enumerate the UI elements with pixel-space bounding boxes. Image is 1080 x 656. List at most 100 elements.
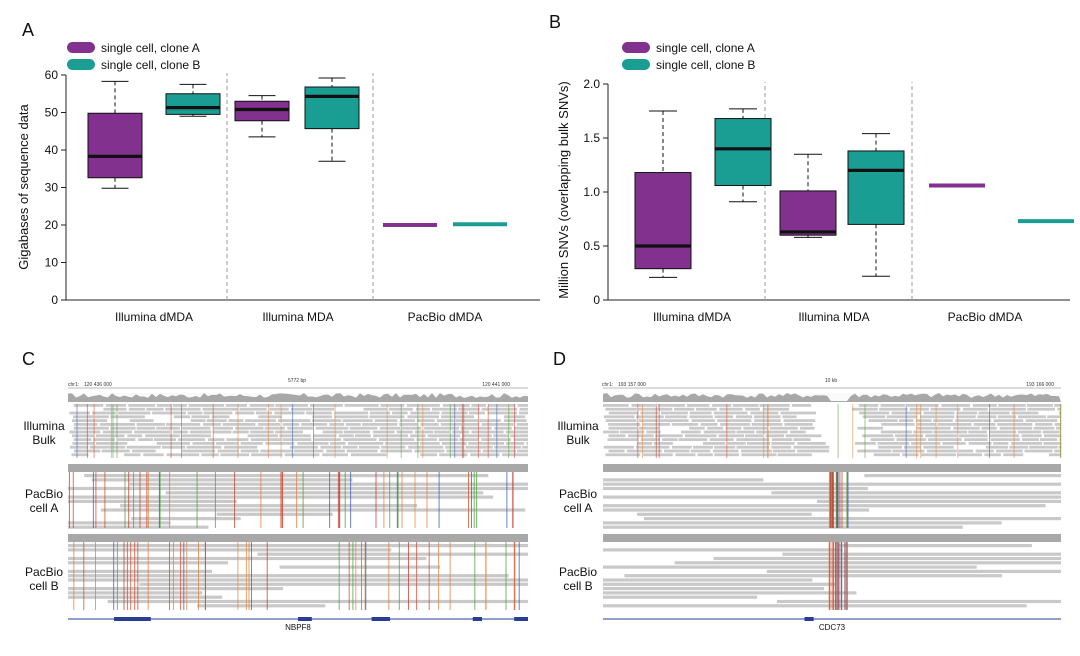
panel-d-illumina-read <box>1057 407 1061 411</box>
panel-d-pacbio-b-variant <box>837 542 839 610</box>
panel-c-illumina-read <box>434 430 450 434</box>
panel-d-illumina-read <box>720 423 751 426</box>
panel-c-pacbio-b-variant <box>245 542 247 610</box>
panel-c-illumina-read <box>94 415 109 419</box>
panel-c-pacbio-a-read <box>129 482 528 486</box>
panel-c-illumina-coverage <box>68 393 528 402</box>
panel-d-illumina-read <box>745 434 763 438</box>
panel-d-illumina-read <box>628 434 654 438</box>
panel-c-illumina-read <box>181 449 216 453</box>
panel-c-illumina-read <box>481 407 518 411</box>
panel-c-illumina-read <box>73 438 92 441</box>
panel-d-pacbio-a-read <box>864 474 1061 478</box>
panel-c-illumina-read <box>488 404 516 407</box>
panel-c-pacbio-b-read <box>68 556 427 561</box>
panel-d-illumina-read <box>608 411 639 415</box>
panel-c-illumina-read <box>310 404 343 407</box>
panel-d-illumina-read <box>916 423 936 426</box>
panel-c-pacbio-b-variant <box>147 542 149 610</box>
panel-d-illumina-read <box>790 430 806 434</box>
panel-c-illumina-read <box>73 404 104 407</box>
panel-c-illumina-read <box>73 423 98 426</box>
panel-c-pacbio-b-variant <box>365 542 367 610</box>
panel-c-illumina-read <box>138 438 153 441</box>
panel-c-illumina-read <box>239 407 267 411</box>
panel-c-illumina-read <box>290 445 318 449</box>
panel-c-illumina-read <box>225 404 247 407</box>
panel-d-illumina-read <box>653 442 673 445</box>
panel-c-illumina-read <box>172 404 187 407</box>
panel-c-pacbio-b-variant <box>398 542 400 610</box>
panel-c-pacbio-a-variant <box>375 472 377 528</box>
panel-d-illumina-read <box>907 404 939 407</box>
panel-c-pacbio-b-variant <box>251 542 252 610</box>
panel-d-pacbio-a-read <box>603 521 1002 525</box>
panel-c-pacbio-b-variant <box>83 542 85 610</box>
panel-c-pacbio-a-variant <box>260 472 262 528</box>
panel-c-illumina-read <box>301 423 328 426</box>
panel-d-illumina-read <box>957 453 982 457</box>
panel-c-pacbio-b-variant <box>514 542 516 610</box>
panel-c-pacbio-b-variant <box>438 542 440 610</box>
chart-a-ytick-label-5: 50 <box>45 106 59 120</box>
chart-b-ylabel: Million SNVs (overlapping bulk SNVs) <box>556 81 571 298</box>
panel-c-pacbio-b-variant <box>169 542 170 610</box>
panel-c-illumina-read <box>342 419 373 422</box>
chart-a-ytick-label-0: 0 <box>51 293 58 307</box>
panel-d-illumina-read <box>603 430 619 434</box>
panel-d-track-3-line1: PacBio <box>559 565 597 579</box>
panel-c-illumina-read <box>372 430 395 434</box>
panel-d-illumina-read <box>765 434 785 438</box>
panel-c-illumina-read <box>89 445 126 449</box>
panel-d-illumina-read <box>714 445 736 449</box>
panel-d-illumina-read <box>930 407 961 411</box>
panel-c-illumina-read <box>69 445 89 449</box>
panel-c-illumina-read <box>362 423 398 426</box>
panel-d-illumina-read <box>955 415 976 419</box>
panel-d-illumina-read <box>714 415 733 419</box>
chart-b-s1-c0-box <box>714 118 772 187</box>
panel-d-illumina-read <box>674 407 695 411</box>
panel-c-illumina-variant <box>86 404 88 458</box>
panel-c-illumina-read <box>487 411 518 415</box>
panel-c-pacbio-b-read <box>68 574 509 578</box>
chart-b-xtick-label-0: Illumina dMDA <box>653 310 731 324</box>
panel-d-illumina-read <box>862 434 894 438</box>
panel-d-illumina-read <box>681 430 701 434</box>
panel-d-illumina-read <box>696 407 717 411</box>
panel-c-illumina-read <box>191 415 210 419</box>
panel-c-illumina-read <box>401 426 422 430</box>
chart-b-xtick-label-1: Illumina MDA <box>798 310 869 324</box>
panel-c-illumina-read <box>145 434 180 438</box>
panel-d-pacbio-a-variant <box>831 472 833 528</box>
panel-letter-b: B <box>549 12 561 32</box>
panel-d-illumina-read <box>620 430 645 434</box>
panel-d-illumina-read <box>686 404 710 407</box>
panel-c-pacbio-b-variant <box>130 542 132 610</box>
panel-c-pacbio-b-variant <box>361 542 362 610</box>
panel-c-illumina-read <box>255 411 273 415</box>
panel-c-illumina-read <box>373 434 409 438</box>
panel-d-illumina-read <box>973 423 996 426</box>
panel-d-illumina-read <box>886 415 918 419</box>
panel-d-illumina-read <box>784 423 813 426</box>
panel-d-illumina-read <box>880 430 912 434</box>
panel-c-pacbio-a-variant <box>414 472 416 528</box>
panel-c-pacbio-b-variant <box>113 542 115 610</box>
panel-c-illumina-read <box>161 445 186 449</box>
panel-d-illumina-read <box>989 430 1017 434</box>
chart-a-s0-c0-box <box>87 112 143 179</box>
panel-c-pacbio-b-variant <box>248 542 250 610</box>
panel-c-illumina-read <box>146 407 164 411</box>
panel-c-illumina-read <box>293 449 324 453</box>
panel-d-illumina-variant <box>920 404 922 458</box>
panel-c-illumina-read <box>479 419 501 422</box>
panel-c-illumina-read <box>240 442 263 445</box>
chart-b-legend-swatch-a <box>622 42 650 53</box>
panel-c-illumina-read <box>374 419 398 422</box>
panel-d-pacbio-a-read <box>603 525 963 529</box>
chart-a-legend-swatch-b <box>67 59 95 70</box>
panel-c-illumina-read <box>72 434 94 438</box>
panel-c-illumina-read <box>136 423 165 426</box>
chart-a-s1-c1-box <box>304 86 360 130</box>
